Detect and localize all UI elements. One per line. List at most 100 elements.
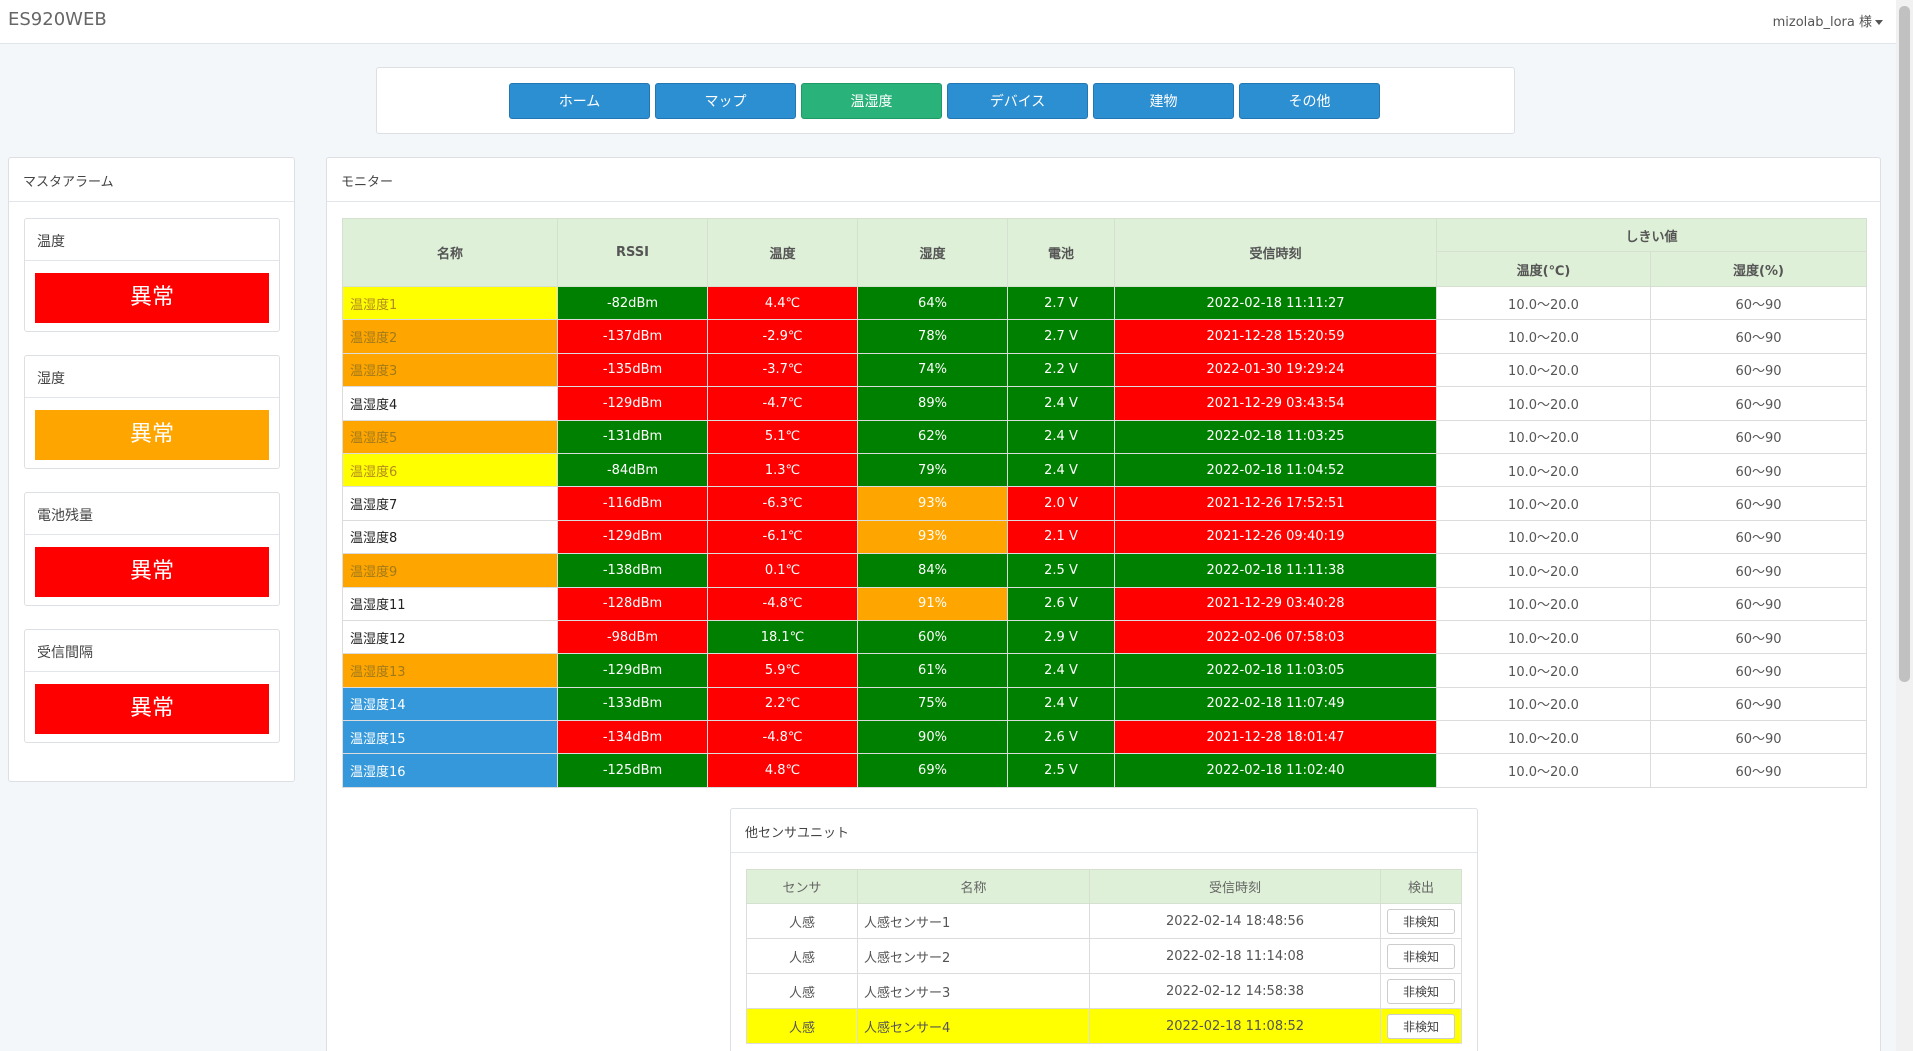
- other-sensor-table: センサ 名称 受信時刻 検出 人感 人感センサー1 2022-02-14 18:48…: [746, 869, 1462, 1044]
- cell-temperature: -4.7℃: [707, 386, 858, 421]
- cell-rssi: -128dBm: [557, 586, 708, 621]
- cell-received-time: 2021-12-28 15:20:59: [1114, 319, 1437, 354]
- cell-rssi: -134dBm: [557, 720, 708, 755]
- col-header-sensor: センサ: [746, 869, 858, 904]
- caret-down-icon: [1875, 20, 1883, 25]
- cell-sensor-time: 2022-02-18 11:08:52: [1089, 1008, 1381, 1044]
- cell-threshold-humidity: 60～90: [1649, 419, 1868, 454]
- cell-rssi: -84dBm: [557, 452, 708, 488]
- cell-sensor-time: 2022-02-14 18:48:56: [1089, 903, 1381, 939]
- cell-sensor-name: 人感センサー1: [857, 903, 1090, 939]
- cell-name: 温湿度9: [342, 553, 558, 588]
- cell-threshold-humidity: 60～90: [1649, 720, 1868, 755]
- cell-temperature: -6.3℃: [707, 486, 858, 521]
- cell-rssi: -129dBm: [557, 386, 708, 421]
- cell-threshold-temperature: 10.0～20.0: [1436, 586, 1651, 621]
- table-row: 温湿度15 -134dBm -4.8℃ 90% 2.6 V 2021-12-28 18:0…: [342, 720, 1868, 755]
- cell-sensor-type: 人感: [746, 903, 858, 939]
- cell-battery: 2.2 V: [1007, 352, 1115, 388]
- cell-temperature: -6.1℃: [707, 519, 858, 555]
- cell-battery: 2.4 V: [1007, 452, 1115, 488]
- alarm-card-title: 湿度: [25, 356, 279, 398]
- nav-temp-humidity-button[interactable]: 温湿度: [801, 83, 942, 119]
- cell-received-time: 2022-02-18 11:03:25: [1114, 419, 1437, 454]
- cell-battery: 2.6 V: [1007, 720, 1115, 755]
- alarm-status-badge: 異常: [35, 684, 269, 734]
- cell-threshold-temperature: 10.0～20.0: [1436, 619, 1651, 655]
- cell-received-time: 2022-02-18 11:03:05: [1114, 653, 1437, 688]
- alarm-card-title: 電池残量: [25, 493, 279, 535]
- nav-building-button[interactable]: 建物: [1093, 83, 1234, 119]
- table-row: 温湿度11 -128dBm -4.8℃ 91% 2.6 V 2021-12-29 03:4…: [342, 586, 1868, 621]
- cell-threshold-humidity: 60～90: [1649, 386, 1868, 421]
- cell-threshold-humidity: 60～90: [1649, 653, 1868, 688]
- cell-temperature: 4.8℃: [707, 753, 858, 788]
- master-alarm-title: マスタアラーム: [9, 158, 294, 202]
- cell-threshold-temperature: 10.0～20.0: [1436, 686, 1651, 722]
- nav-device-button[interactable]: デバイス: [947, 83, 1088, 119]
- table-row: 温湿度7 -116dBm -6.3℃ 93% 2.0 V 2021-12-26 17:52…: [342, 486, 1868, 521]
- cell-humidity: 90%: [857, 720, 1008, 755]
- cell-threshold-temperature: 10.0～20.0: [1436, 452, 1651, 488]
- table-row: 温湿度12 -98dBm 18.1℃ 60% 2.9 V 2022-02-06 07:58…: [342, 619, 1868, 655]
- col-header-battery: 電池: [1007, 218, 1115, 287]
- cell-sensor-name: 人感センサー3: [857, 973, 1090, 1009]
- brand-title[interactable]: ES920WEB: [8, 9, 107, 30]
- cell-threshold-humidity: 60～90: [1649, 285, 1868, 321]
- cell-rssi: -135dBm: [557, 352, 708, 388]
- detect-status-button[interactable]: 非検知: [1387, 943, 1455, 969]
- nav-home-button[interactable]: ホーム: [509, 83, 650, 119]
- cell-battery: 2.4 V: [1007, 653, 1115, 688]
- cell-threshold-temperature: 10.0～20.0: [1436, 486, 1651, 521]
- cell-battery: 2.7 V: [1007, 285, 1115, 321]
- cell-sensor-type: 人感: [746, 973, 858, 1009]
- list-item: 人感 人感センサー4 2022-02-18 11:08:52 非検知: [746, 1008, 1462, 1044]
- cell-humidity: 61%: [857, 653, 1008, 688]
- cell-rssi: -129dBm: [557, 519, 708, 555]
- alarm-card-battery: 電池残量 異常: [24, 492, 280, 606]
- cell-sensor-type: 人感: [746, 1008, 858, 1044]
- cell-threshold-humidity: 60～90: [1649, 486, 1868, 521]
- table-row: 温湿度4 -129dBm -4.7℃ 89% 2.4 V 2021-12-29 03:43…: [342, 386, 1868, 421]
- cell-humidity: 62%: [857, 419, 1008, 454]
- detect-status-button[interactable]: 非検知: [1387, 908, 1455, 934]
- cell-received-time: 2021-12-29 03:40:28: [1114, 586, 1437, 621]
- detect-status-button[interactable]: 非検知: [1387, 978, 1455, 1004]
- cell-sensor-type: 人感: [746, 938, 858, 974]
- cell-rssi: -131dBm: [557, 419, 708, 454]
- cell-sensor-name: 人感センサー4: [857, 1008, 1090, 1044]
- table-row: 温湿度2 -137dBm -2.9℃ 78% 2.7 V 2021-12-28 15:20…: [342, 319, 1868, 354]
- cell-threshold-humidity: 60～90: [1649, 452, 1868, 488]
- nav-map-button[interactable]: マップ: [655, 83, 796, 119]
- cell-battery: 2.7 V: [1007, 319, 1115, 354]
- scrollbar-thumb[interactable]: [1899, 6, 1910, 682]
- cell-humidity: 64%: [857, 285, 1008, 321]
- alarm-card-title: 温度: [25, 219, 279, 261]
- nav-other-button[interactable]: その他: [1239, 83, 1380, 119]
- cell-threshold-humidity: 60～90: [1649, 553, 1868, 588]
- cell-temperature: -3.7℃: [707, 352, 858, 388]
- page-scrollbar[interactable]: [1896, 0, 1913, 1051]
- cell-detect: 非検知: [1380, 1008, 1462, 1044]
- cell-name: 温湿度2: [342, 319, 558, 354]
- list-item: 人感 人感センサー3 2022-02-12 14:58:38 非検知: [746, 973, 1462, 1009]
- cell-battery: 2.5 V: [1007, 753, 1115, 788]
- cell-temperature: 0.1℃: [707, 553, 858, 588]
- detect-status-button[interactable]: 非検知: [1387, 1013, 1455, 1039]
- monitor-title: モニター: [327, 158, 1880, 202]
- cell-threshold-temperature: 10.0～20.0: [1436, 285, 1651, 321]
- cell-battery: 2.4 V: [1007, 386, 1115, 421]
- cell-sensor-time: 2022-02-12 14:58:38: [1089, 973, 1381, 1009]
- cell-name: 温湿度14: [342, 686, 558, 722]
- cell-threshold-temperature: 10.0～20.0: [1436, 720, 1651, 755]
- cell-battery: 2.4 V: [1007, 419, 1115, 454]
- cell-temperature: -4.8℃: [707, 720, 858, 755]
- user-menu[interactable]: mizolab_lora 様: [1773, 11, 1883, 30]
- alarm-card-receive-interval: 受信間隔 異常: [24, 629, 280, 743]
- cell-received-time: 2022-02-18 11:07:49: [1114, 686, 1437, 722]
- cell-name: 温湿度1: [342, 285, 558, 321]
- cell-rssi: -82dBm: [557, 285, 708, 321]
- cell-temperature: -4.8℃: [707, 586, 858, 621]
- cell-received-time: 2021-12-26 17:52:51: [1114, 486, 1437, 521]
- col-header-sensor-time: 受信時刻: [1089, 869, 1381, 904]
